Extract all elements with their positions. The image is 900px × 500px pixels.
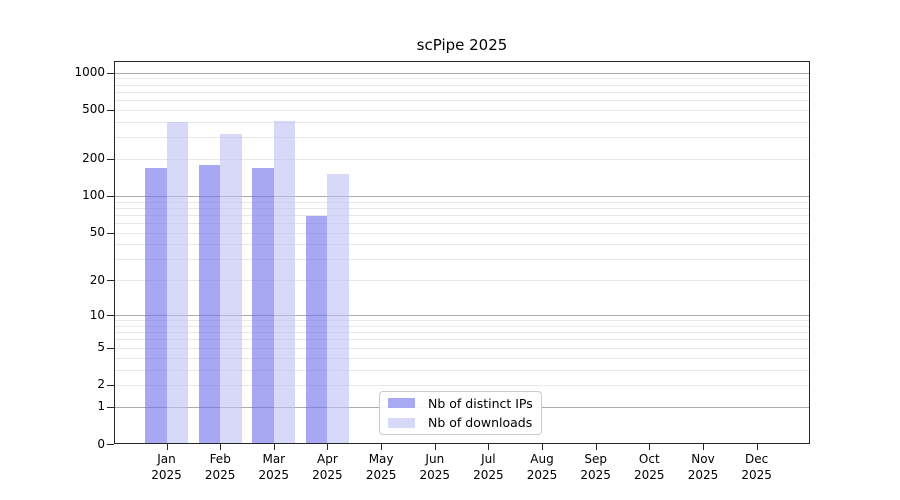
minor-gridline: [114, 91, 810, 93]
minor-gridline: [114, 201, 810, 203]
minor-gridline: [114, 232, 810, 234]
y-tick-label: 200: [82, 151, 105, 166]
major-gridline: [114, 315, 810, 317]
minor-gridline: [114, 259, 810, 261]
x-tick-mark: [273, 444, 275, 450]
x-tick-mark: [488, 444, 490, 450]
bar-downloads-feb: [220, 134, 242, 444]
y-tick-mark: [107, 72, 114, 74]
x-tick-mark: [703, 444, 704, 450]
x-tick-label-feb: Feb 2025: [204, 452, 236, 482]
x-tick-label-apr: Apr 2025: [312, 452, 343, 482]
y-tick-mark: [107, 384, 114, 386]
legend-swatch-downloads: [388, 417, 415, 428]
legend-label-distinct-ips: Nb of distinct IPs: [428, 395, 533, 411]
legend-item-downloads: Nb of downloads: [388, 415, 533, 432]
minor-gridline: [114, 332, 810, 334]
minor-gridline: [114, 280, 810, 282]
minor-gridline: [114, 207, 810, 209]
minor-gridline: [114, 109, 810, 111]
chart-title: scPipe 2025: [416, 36, 508, 54]
minor-gridline: [114, 320, 810, 322]
minor-gridline: [114, 357, 810, 359]
bar-distinct-ips-jan: [145, 167, 167, 444]
x-tick-mark: [220, 444, 222, 450]
minor-gridline: [114, 158, 810, 160]
minor-gridline: [114, 100, 810, 101]
y-tick-label: 100: [82, 188, 105, 203]
legend-swatch-distinct-ips: [388, 398, 415, 409]
x-tick-label-may: May 2025: [365, 452, 397, 482]
bar-downloads-jan: [166, 121, 188, 444]
x-tick-label-oct: Oct 2025: [634, 452, 665, 482]
minor-gridline: [114, 84, 810, 86]
x-tick-mark: [595, 444, 597, 450]
x-tick-mark: [381, 444, 383, 450]
minor-gridline: [114, 214, 810, 216]
x-tick-label-jan: Jan 2025: [151, 452, 182, 482]
major-gridline: [114, 195, 810, 197]
x-tick-mark: [166, 444, 168, 450]
y-tick-label: 10: [89, 307, 105, 322]
y-tick-mark: [107, 347, 114, 349]
x-tick-mark: [542, 444, 543, 450]
y-tick-label: 20: [89, 272, 105, 287]
x-tick-mark: [649, 444, 651, 450]
minor-gridline: [114, 223, 810, 224]
legend: Nb of distinct IPs Nb of downloads: [379, 391, 542, 435]
y-tick-mark: [107, 280, 114, 282]
minor-gridline: [114, 137, 810, 139]
legend-label-downloads: Nb of downloads: [428, 415, 533, 431]
major-gridline: [114, 72, 810, 74]
x-tick-label-sep: Sep 2025: [580, 452, 611, 482]
minor-gridline: [114, 78, 810, 80]
minor-gridline: [114, 244, 810, 246]
x-tick-mark: [327, 444, 329, 450]
x-tick-label-mar: Mar 2025: [258, 452, 290, 482]
bar-distinct-ips-apr: [305, 215, 328, 444]
x-tick-mark: [756, 444, 758, 450]
y-tick-label: 5: [97, 340, 105, 355]
y-tick-label: 0: [97, 436, 105, 451]
minor-gridline: [114, 347, 810, 349]
bar-downloads-mar: [273, 120, 296, 444]
minor-gridline: [114, 339, 810, 341]
x-tick-label-aug: Aug 2025: [526, 452, 558, 482]
x-tick-label-jul: Jul 2025: [473, 452, 504, 482]
legend-item-distinct-ips: Nb of distinct IPs: [388, 395, 533, 412]
y-tick-label: 1: [97, 399, 105, 414]
bar-distinct-ips-mar: [252, 168, 274, 444]
bar-distinct-ips-feb: [198, 165, 221, 444]
y-tick-mark: [107, 109, 114, 111]
minor-gridline: [114, 369, 810, 371]
x-tick-label-nov: Nov 2025: [687, 452, 719, 482]
y-tick-mark: [107, 158, 114, 160]
y-tick-mark: [107, 195, 114, 197]
y-tick-mark: [107, 232, 114, 234]
minor-gridline: [114, 384, 810, 386]
minor-gridline: [114, 325, 810, 327]
y-tick-mark: [107, 406, 114, 408]
y-tick-label: 1000: [74, 65, 105, 79]
x-tick-mark: [434, 444, 436, 450]
y-tick-label: 2: [97, 377, 105, 392]
y-tick-label: 50: [89, 225, 105, 240]
minor-gridline: [114, 121, 810, 123]
x-tick-label-jun: Jun 2025: [419, 452, 451, 482]
y-tick-mark: [107, 315, 114, 317]
x-tick-label-dec: Dec 2025: [741, 452, 772, 482]
y-tick-mark: [107, 444, 114, 445]
bar-downloads-apr: [327, 174, 349, 444]
y-tick-label: 500: [82, 102, 105, 117]
